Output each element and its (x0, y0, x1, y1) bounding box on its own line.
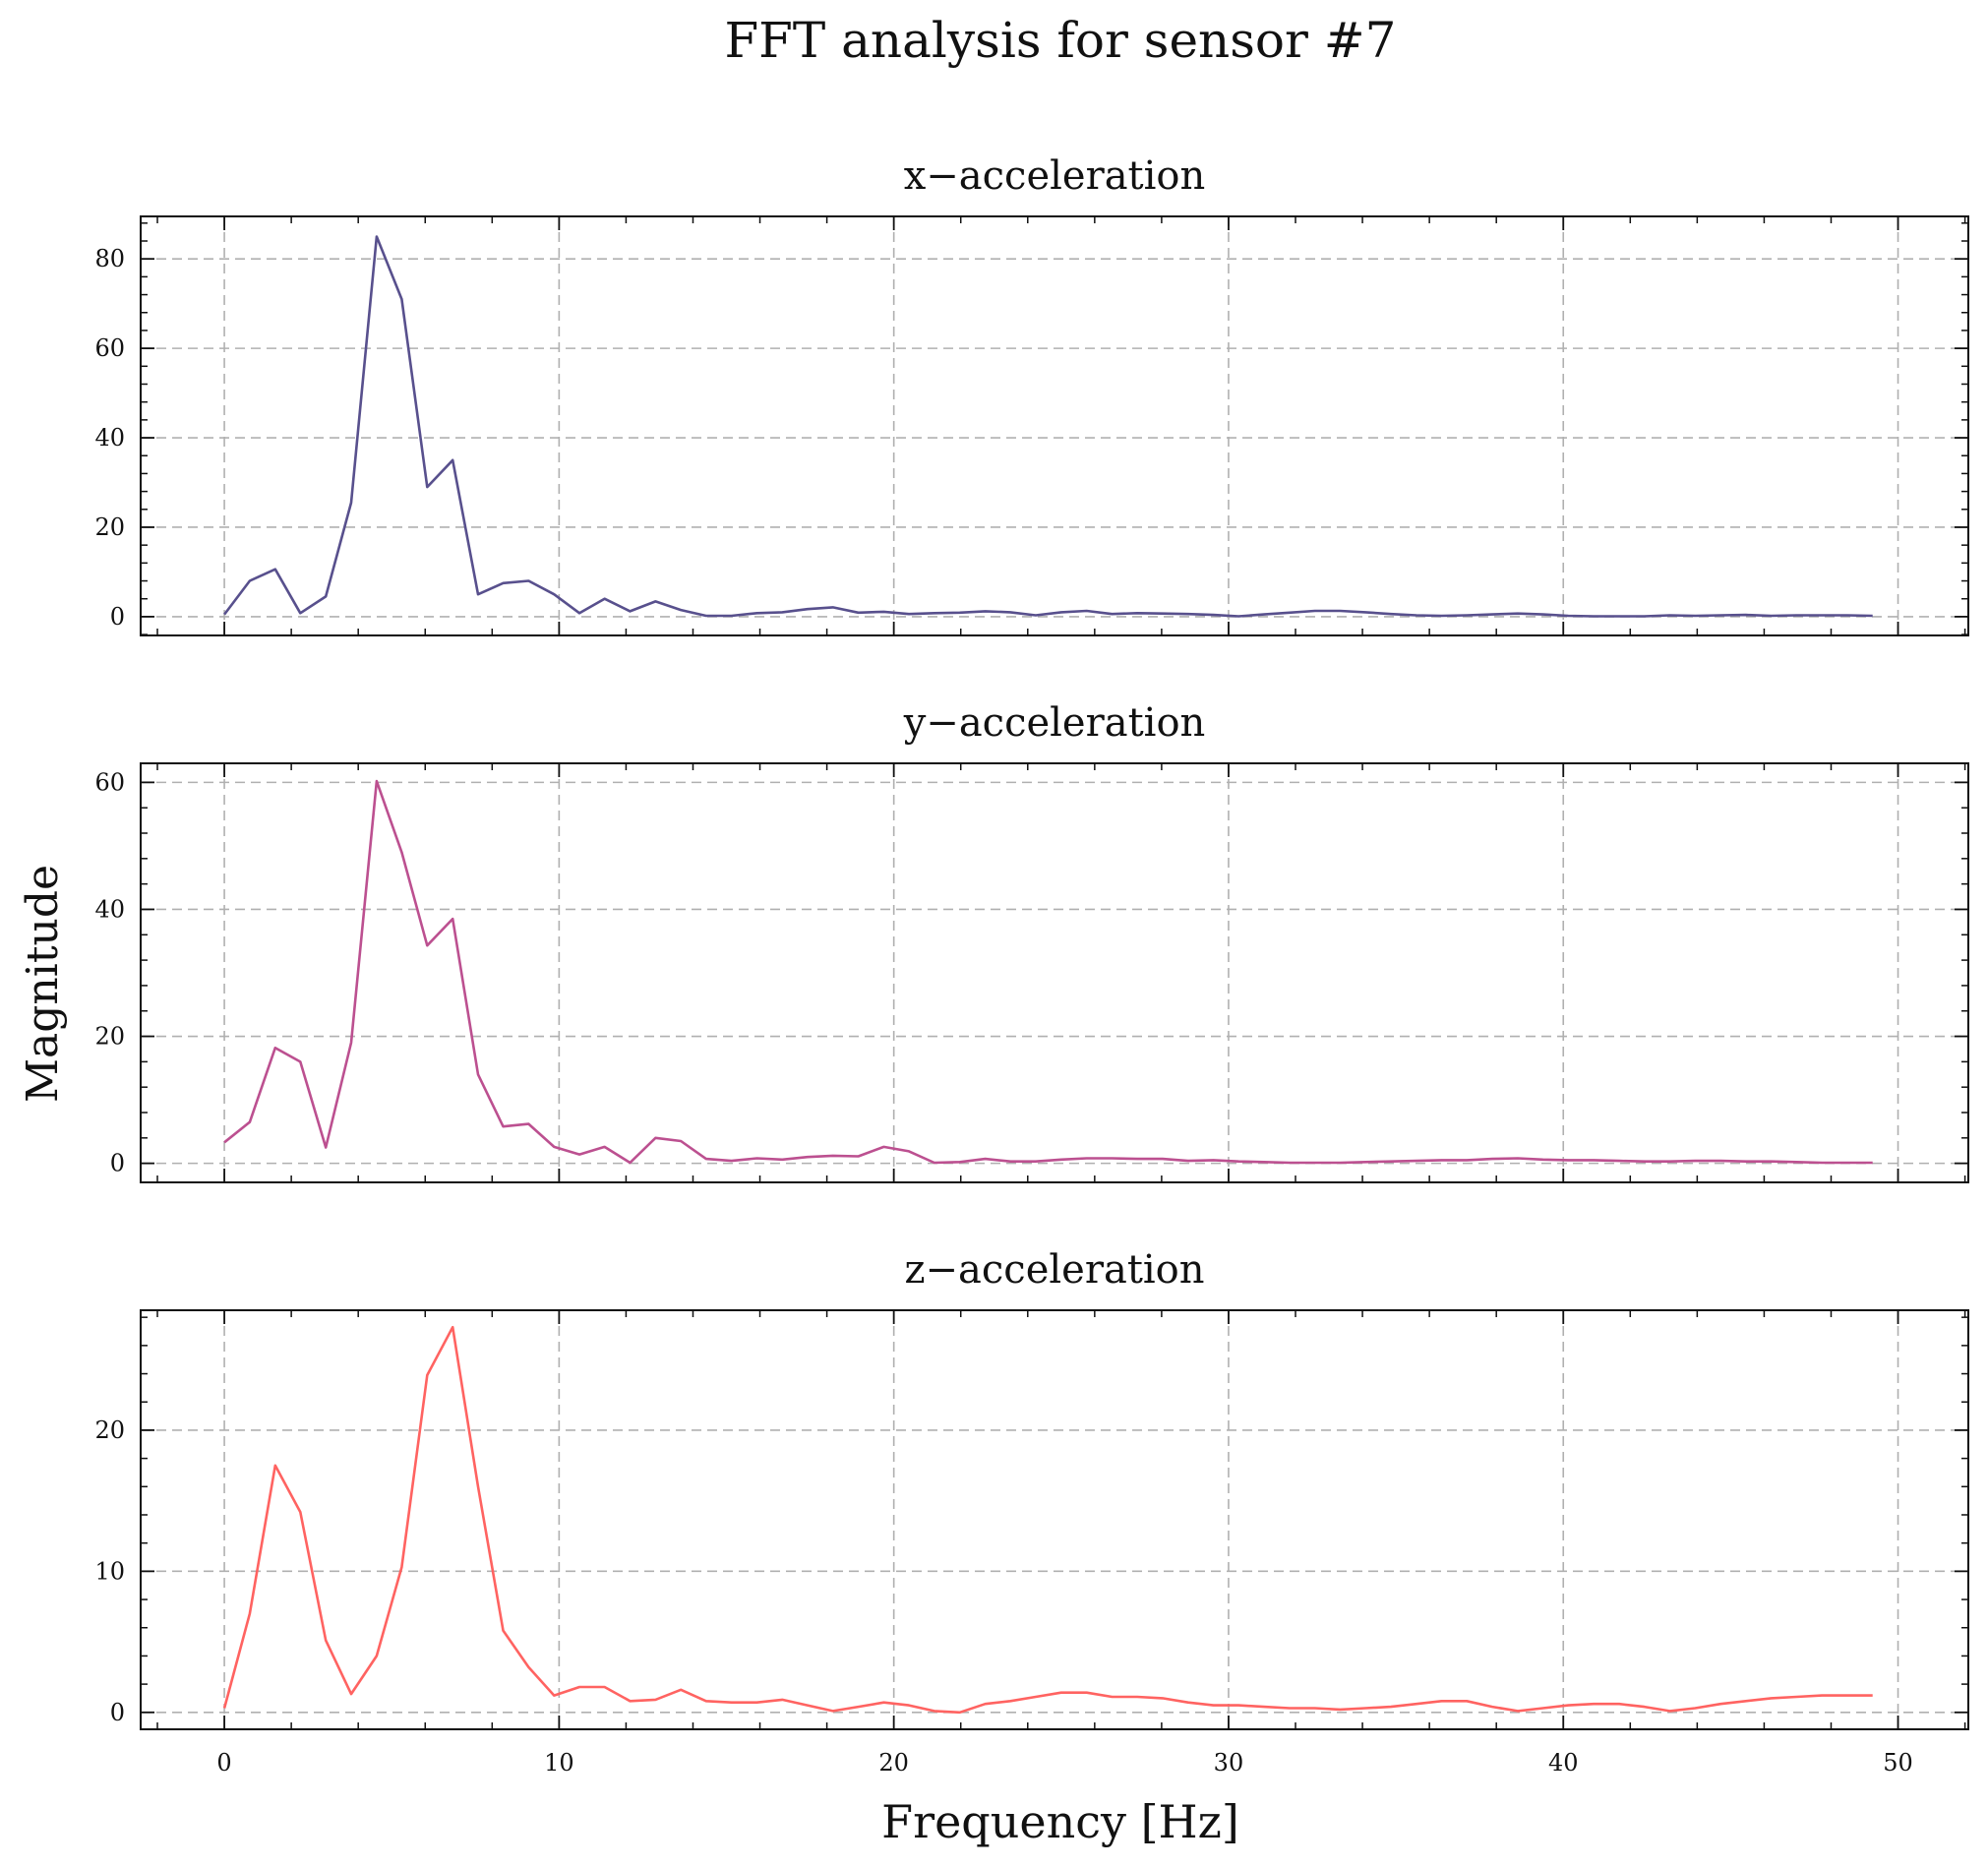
y-tick-label: 0 (110, 1699, 125, 1726)
x-tick-label: 50 (1883, 1749, 1913, 1777)
x-tick-label: 40 (1548, 1749, 1579, 1777)
axes-frame (140, 1309, 1969, 1730)
subplot-2: z−acceleration 0 10 20 0 10 20 30 40 50 (94, 1247, 1969, 1777)
y-axis-label: Magnitude (18, 865, 68, 1103)
subplot-0: x−acceleration 0 20 40 60 80 (94, 153, 1969, 636)
series-line (223, 235, 1873, 618)
x-tick-label: 20 (878, 1749, 909, 1777)
y-tick-label: 60 (94, 334, 125, 362)
y-tick-label: 40 (94, 895, 125, 923)
y-tick-label: 10 (94, 1557, 125, 1585)
y-tick-label: 60 (94, 768, 125, 796)
subplot-title: z−acceleration (904, 1247, 1204, 1293)
x-tick-label: 30 (1214, 1749, 1244, 1777)
x-axis-label: Frequency [Hz] (881, 1795, 1239, 1848)
figure-title: FFT analysis for sensor #7 (724, 12, 1396, 69)
y-tick-label: 80 (94, 245, 125, 272)
axes-frame (140, 215, 1969, 636)
y-tick-label: 20 (94, 1023, 125, 1051)
series-line (223, 779, 1873, 1165)
y-tick-label: 0 (110, 603, 125, 631)
y-tick-label: 20 (94, 513, 125, 541)
y-tick-label: 20 (94, 1416, 125, 1444)
axes-frame (140, 762, 1969, 1183)
subplots: x−acceleration 0 20 40 60 80 y−acceleration 0 20… (94, 153, 1969, 1777)
subplot-1: y−acceleration 0 20 40 60 (94, 700, 1969, 1183)
y-tick-label: 40 (94, 424, 125, 452)
y-tick-label: 0 (110, 1150, 125, 1177)
x-tick-label: 0 (216, 1749, 231, 1777)
subplot-title: x−acceleration (904, 153, 1206, 199)
x-tick-label: 10 (544, 1749, 574, 1777)
subplot-title: y−acceleration (903, 700, 1206, 746)
series-line (222, 1325, 1873, 1715)
